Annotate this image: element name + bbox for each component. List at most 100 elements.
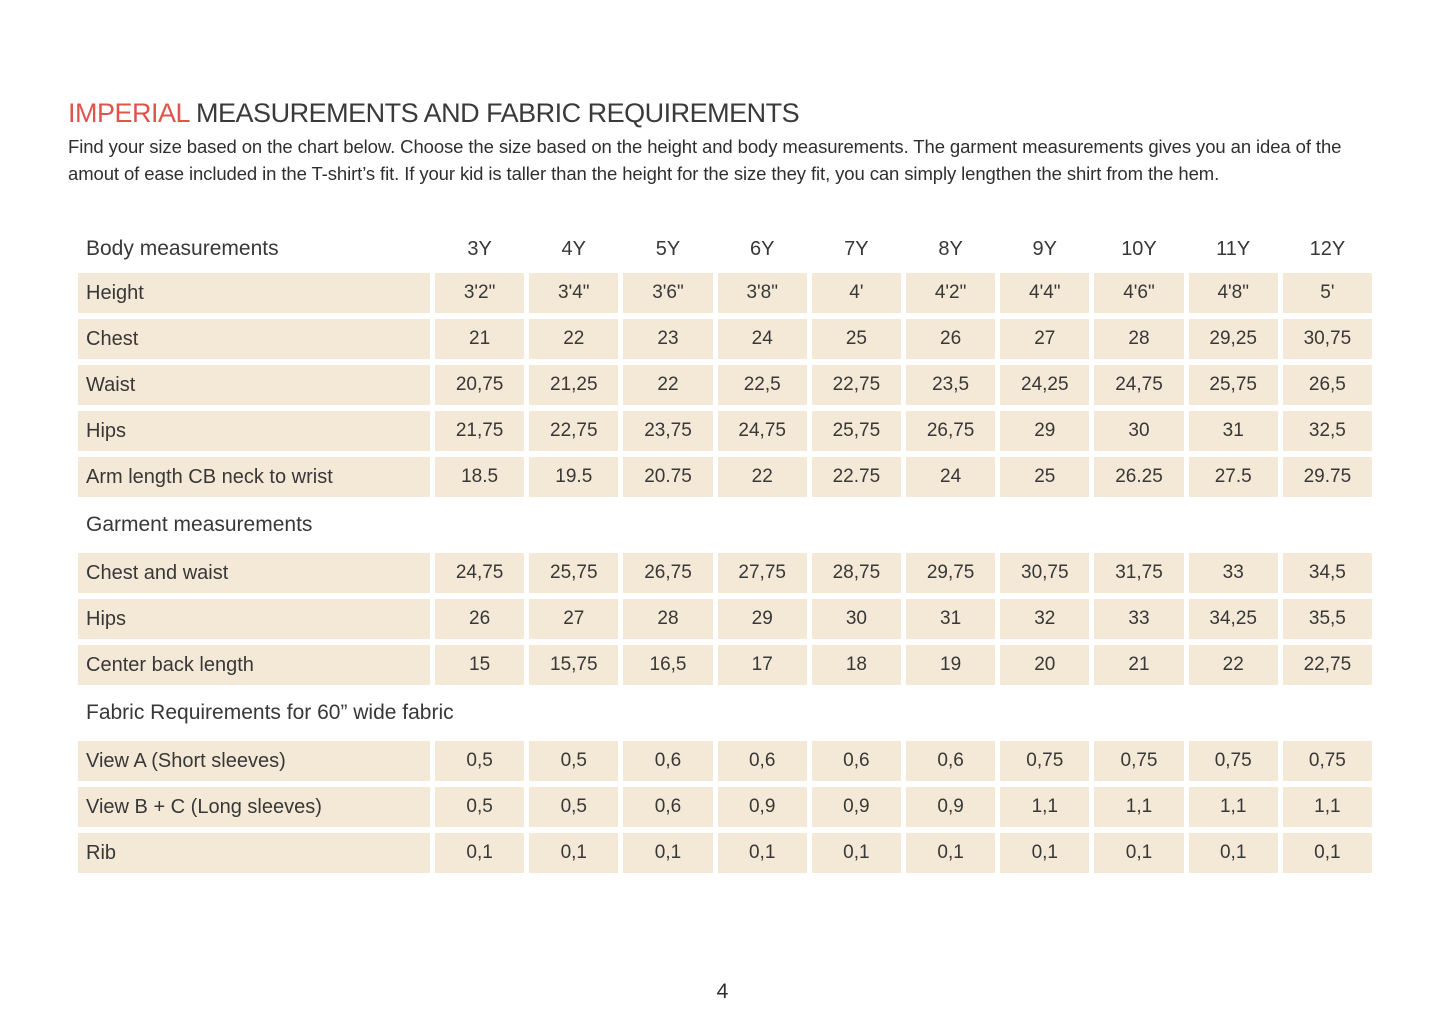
measurement-value: 23,5 xyxy=(905,365,996,405)
page-title-highlight: IMPERIAL xyxy=(68,98,190,128)
row-label: Height xyxy=(78,273,430,313)
measurement-value: 0,5 xyxy=(435,741,525,781)
measurement-value: 28 xyxy=(1094,319,1184,359)
size-column-header: 6Y xyxy=(749,237,775,260)
measurement-value: 24,75 xyxy=(717,411,807,451)
measurement-value: 27 xyxy=(1000,319,1090,359)
size-column-header: 9Y xyxy=(1032,237,1058,260)
intro-paragraph: Find your size based on the chart below.… xyxy=(68,136,1342,184)
measurement-value: 20.75 xyxy=(623,457,713,497)
measurement-value: 24 xyxy=(717,319,807,359)
size-column-header: 7Y xyxy=(844,237,869,260)
measurement-value: 21,75 xyxy=(435,411,525,451)
measurement-value: 27,75 xyxy=(717,553,807,593)
measurement-value: 4'6" xyxy=(1094,273,1184,313)
measurement-value: 24,75 xyxy=(435,553,525,593)
measurement-value: 20,75 xyxy=(435,365,525,405)
measurement-value: 29,25 xyxy=(1188,319,1278,359)
measurement-value: 30,75 xyxy=(1282,319,1372,359)
size-column-header: 11Y xyxy=(1216,237,1251,260)
measurement-value: 25,75 xyxy=(811,411,901,451)
measurement-value: 0,6 xyxy=(623,787,713,827)
measurement-value: 3'4" xyxy=(529,273,619,313)
measurement-value: 25,75 xyxy=(529,553,619,593)
measurement-value: 0,1 xyxy=(1000,833,1090,873)
row-label: Waist xyxy=(78,365,430,405)
measurement-value: 22 xyxy=(1188,645,1278,685)
measurement-value: 0,1 xyxy=(811,833,901,873)
measurement-value: 19.5 xyxy=(529,457,619,497)
row-label: Rib xyxy=(78,833,430,873)
measurement-value: 16,5 xyxy=(623,645,713,685)
section-title: Fabric Requirements for 60” wide fabric xyxy=(78,691,1372,735)
row-label: Chest xyxy=(78,319,430,359)
measurement-value: 0,1 xyxy=(623,833,713,873)
measurement-value: 27 xyxy=(529,599,619,639)
row-label: View B + C (Long sleeves) xyxy=(78,787,430,827)
measurement-value: 25 xyxy=(1000,457,1090,497)
measurement-value: 26,75 xyxy=(905,411,996,451)
measurement-value: 30 xyxy=(1094,411,1184,451)
measurement-value: 3'6" xyxy=(623,273,713,313)
measurement-value: 30,75 xyxy=(1000,553,1090,593)
measurement-value: 0,75 xyxy=(1282,741,1372,781)
row-label: Chest and waist xyxy=(78,553,430,593)
measurement-value: 0,1 xyxy=(1282,833,1372,873)
measurement-value: 31 xyxy=(905,599,996,639)
size-column-header: 10Y xyxy=(1121,237,1157,260)
page-number: 4 xyxy=(716,980,729,1003)
measurement-value: 0,5 xyxy=(529,787,619,827)
measurement-value: 15 xyxy=(435,645,525,685)
measurement-value: 0,1 xyxy=(529,833,619,873)
measurement-value: 32 xyxy=(1000,599,1090,639)
measurement-value: 25,75 xyxy=(1188,365,1278,405)
measurement-value: 0,1 xyxy=(1188,833,1278,873)
measurement-value: 22,75 xyxy=(529,411,619,451)
measurement-value: 29,75 xyxy=(905,553,996,593)
measurement-value: 4' xyxy=(811,273,901,313)
measurement-value: 33 xyxy=(1188,553,1278,593)
measurement-value: 0,75 xyxy=(1000,741,1090,781)
measurement-value: 5' xyxy=(1282,273,1372,313)
measurement-value: 22,5 xyxy=(717,365,807,405)
table-header-label: Body measurements xyxy=(86,237,279,260)
measurement-value: 3'8" xyxy=(717,273,807,313)
measurement-value: 0,5 xyxy=(529,741,619,781)
measurement-value: 0,6 xyxy=(811,741,901,781)
measurement-value: 24,75 xyxy=(1094,365,1184,405)
row-label: View A (Short sleeves) xyxy=(78,741,430,781)
measurement-value: 21 xyxy=(435,319,525,359)
page-title: IMPERIAL MEASUREMENTS AND FABRIC REQUIRE… xyxy=(68,98,800,129)
row-label: Hips xyxy=(78,599,430,639)
size-table: Body measurements 3Y 4Y 5Y 6Y 7Y 8Y 9Y 10Y 11Y 12Y… xyxy=(78,231,1372,873)
measurement-value: 25 xyxy=(811,319,901,359)
measurement-value: 28 xyxy=(623,599,713,639)
measurement-value: 24,25 xyxy=(1000,365,1090,405)
measurement-value: 1,1 xyxy=(1282,787,1372,827)
measurement-value: 26 xyxy=(435,599,525,639)
measurement-value: 23 xyxy=(623,319,713,359)
measurement-value: 26,75 xyxy=(623,553,713,593)
measurement-value: 26.25 xyxy=(1094,457,1184,497)
measurement-value: 1,1 xyxy=(1094,787,1184,827)
measurement-value: 0,1 xyxy=(717,833,807,873)
measurement-value: 1,1 xyxy=(1000,787,1090,827)
measurement-value: 28,75 xyxy=(811,553,901,593)
measurement-value: 0,75 xyxy=(1094,741,1184,781)
measurement-value: 0,1 xyxy=(1094,833,1184,873)
measurement-value: 18 xyxy=(811,645,901,685)
size-column-header: 4Y xyxy=(561,237,587,260)
row-label: Arm length CB neck to wrist xyxy=(78,457,430,497)
measurement-value: 31,75 xyxy=(1094,553,1184,593)
section-title: Garment measurements xyxy=(78,503,1372,547)
measurement-value: 29.75 xyxy=(1282,457,1372,497)
size-column-header: 3Y xyxy=(467,237,492,260)
measurement-value: 4'2" xyxy=(905,273,996,313)
measurement-value: 4'4" xyxy=(1000,273,1090,313)
measurement-value: 3'2" xyxy=(435,273,525,313)
row-label: Center back length xyxy=(78,645,430,685)
measurement-value: 33 xyxy=(1094,599,1184,639)
row-label: Hips xyxy=(78,411,430,451)
measurement-value: 20 xyxy=(1000,645,1090,685)
